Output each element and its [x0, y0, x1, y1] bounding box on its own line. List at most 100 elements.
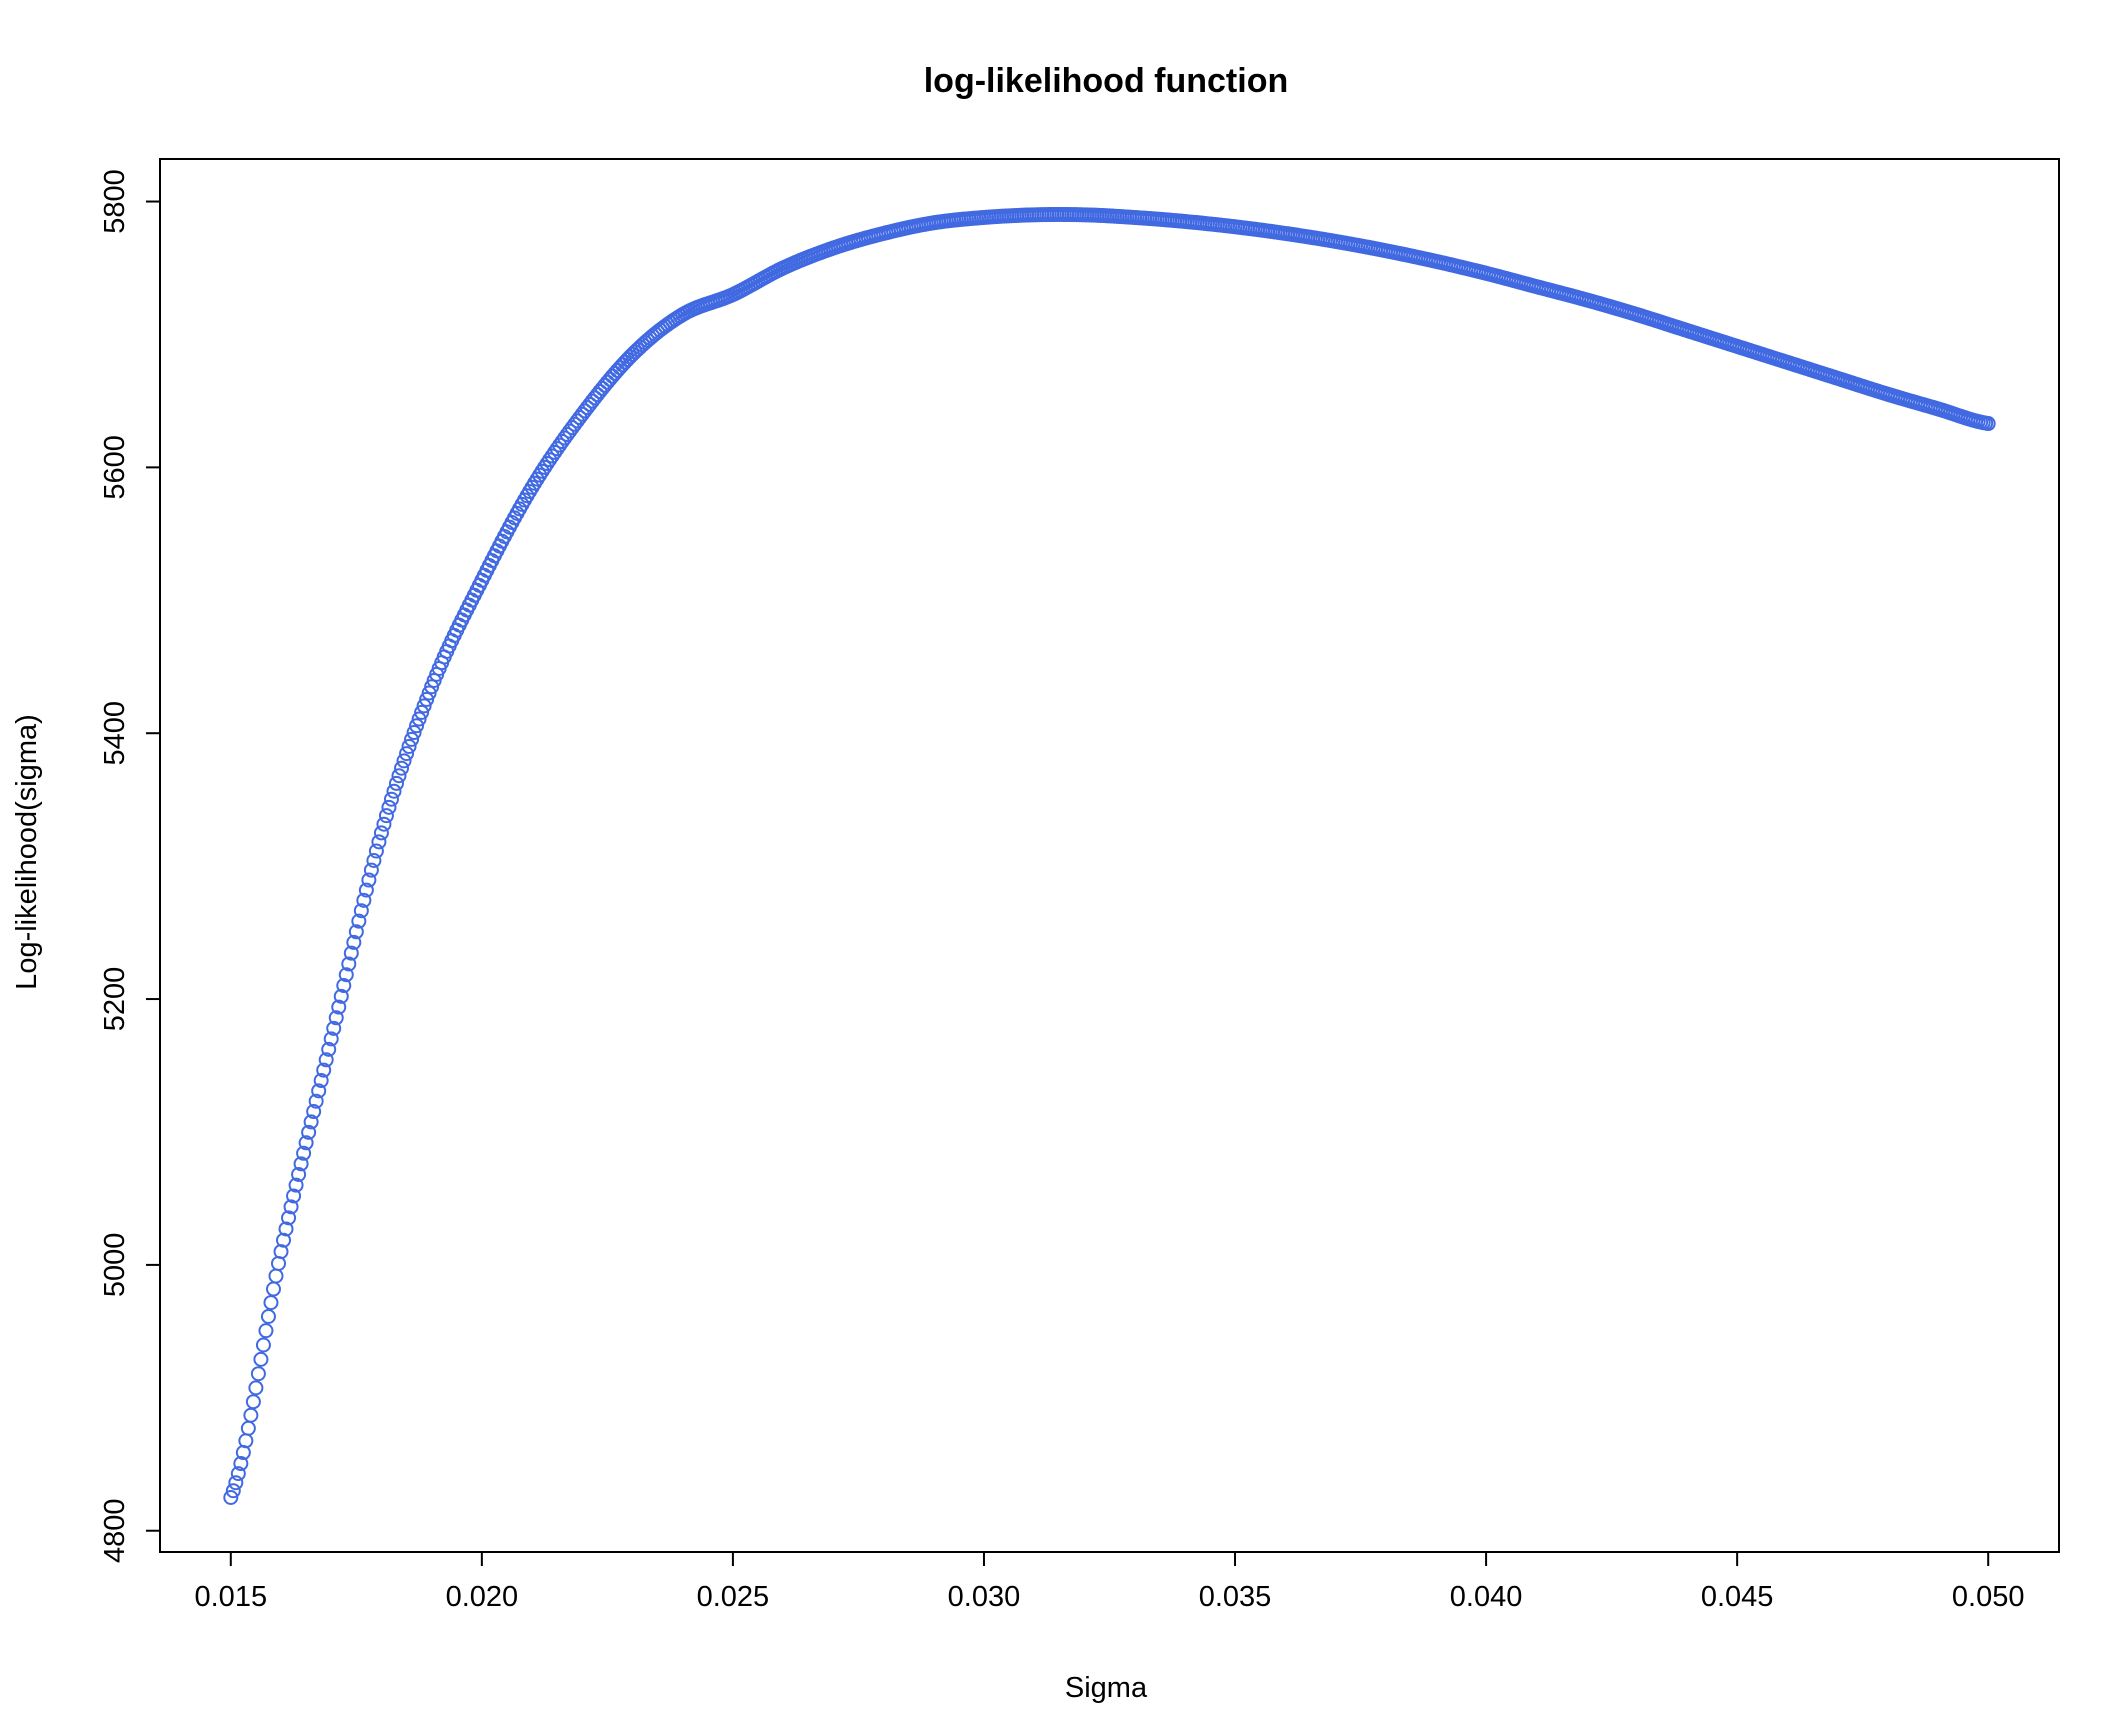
plot-frame	[159, 158, 2060, 1553]
data-point	[291, 1166, 307, 1182]
data-point	[409, 718, 425, 734]
data-point	[230, 1466, 246, 1482]
data-point	[268, 1268, 284, 1284]
data-point	[243, 1407, 259, 1423]
data-point	[391, 768, 407, 784]
data-point	[311, 1083, 327, 1099]
data-point	[323, 1031, 339, 1047]
data-point	[363, 862, 379, 878]
data-point	[348, 924, 364, 940]
data-point	[225, 1483, 241, 1499]
x-axis-label: Sigma	[1065, 1672, 1148, 1704]
data-point	[263, 1295, 279, 1311]
data-point	[539, 456, 555, 471]
data-point	[306, 1104, 322, 1120]
x-tick-label: 0.030	[948, 1581, 1021, 1613]
data-point	[228, 1475, 244, 1491]
data-point	[273, 1244, 289, 1260]
y-tick-label: 5200	[99, 967, 131, 1032]
data-point	[353, 903, 369, 919]
data-point	[265, 1281, 281, 1297]
data-point	[278, 1221, 294, 1237]
data-point	[416, 698, 432, 714]
data-point	[394, 760, 410, 776]
data-point	[286, 1188, 302, 1204]
x-tick-label: 0.020	[446, 1581, 519, 1613]
data-point	[308, 1093, 324, 1109]
y-axis-label: Log-likelihood(sigma)	[11, 714, 43, 990]
data-point	[303, 1114, 319, 1130]
y-tick-label: 4800	[99, 1498, 131, 1563]
data-point	[419, 691, 435, 707]
data-point	[301, 1124, 317, 1140]
data-point	[253, 1351, 269, 1367]
y-tick-label: 5400	[99, 701, 131, 766]
data-points	[223, 206, 1996, 1505]
data-point	[331, 999, 347, 1015]
data-point	[399, 746, 415, 762]
data-point	[1980, 416, 1996, 432]
x-axis: 0.015 0.020 0.025 0.030 0.035 0.040 0.045 0.050	[195, 1551, 2025, 1613]
data-point	[248, 1380, 264, 1396]
data-point	[250, 1366, 266, 1382]
data-point	[411, 711, 427, 727]
x-tick-label: 0.025	[697, 1581, 770, 1613]
data-point	[255, 1337, 271, 1353]
x-tick-label: 0.035	[1199, 1581, 1272, 1613]
data-point	[245, 1394, 261, 1410]
data-point	[223, 1490, 239, 1505]
chart-title: log-likelihood function	[924, 62, 1289, 100]
data-point	[356, 892, 372, 908]
x-tick-label: 0.040	[1450, 1581, 1523, 1613]
data-point	[240, 1420, 256, 1436]
data-point	[333, 988, 349, 1004]
data-point	[378, 808, 394, 824]
data-point	[271, 1255, 286, 1271]
data-point	[383, 791, 399, 807]
data-point	[376, 816, 392, 832]
data-point	[288, 1177, 304, 1193]
data-point	[283, 1199, 299, 1215]
data-point	[313, 1073, 329, 1089]
data-point	[617, 354, 633, 370]
data-point	[258, 1323, 274, 1339]
data-point	[366, 853, 382, 868]
data-point	[338, 967, 354, 983]
data-point	[404, 731, 420, 747]
data-point	[238, 1433, 254, 1449]
data-point	[328, 1010, 344, 1026]
data-point	[343, 945, 359, 961]
data-point	[296, 1145, 312, 1161]
data-point	[371, 834, 387, 850]
data-point	[381, 799, 397, 815]
data-point	[318, 1052, 334, 1068]
data-point	[361, 872, 377, 888]
data-point	[406, 725, 422, 741]
data-point	[346, 934, 362, 950]
y-tick-label: 5800	[99, 169, 131, 234]
data-point	[358, 882, 374, 898]
data-point	[414, 704, 430, 720]
y-axis: 4800 5000 5200 5400 5600 5800	[99, 169, 161, 1563]
x-tick-label: 0.050	[1952, 1581, 2025, 1613]
data-point	[326, 1020, 342, 1036]
x-tick-label: 0.045	[1701, 1581, 1774, 1613]
data-point	[293, 1156, 309, 1172]
data-point	[389, 775, 404, 791]
data-point	[281, 1210, 297, 1226]
x-tick-label: 0.015	[195, 1581, 268, 1613]
data-point	[619, 352, 635, 368]
data-point	[316, 1062, 332, 1078]
data-point	[368, 843, 384, 859]
data-point	[298, 1135, 314, 1151]
data-point	[351, 913, 367, 929]
data-point	[260, 1309, 276, 1324]
data-point	[396, 753, 412, 769]
data-point	[386, 783, 402, 799]
y-tick-label: 5000	[99, 1233, 131, 1298]
data-point	[373, 825, 389, 841]
y-tick-label: 5600	[99, 435, 131, 500]
data-point	[336, 978, 352, 994]
